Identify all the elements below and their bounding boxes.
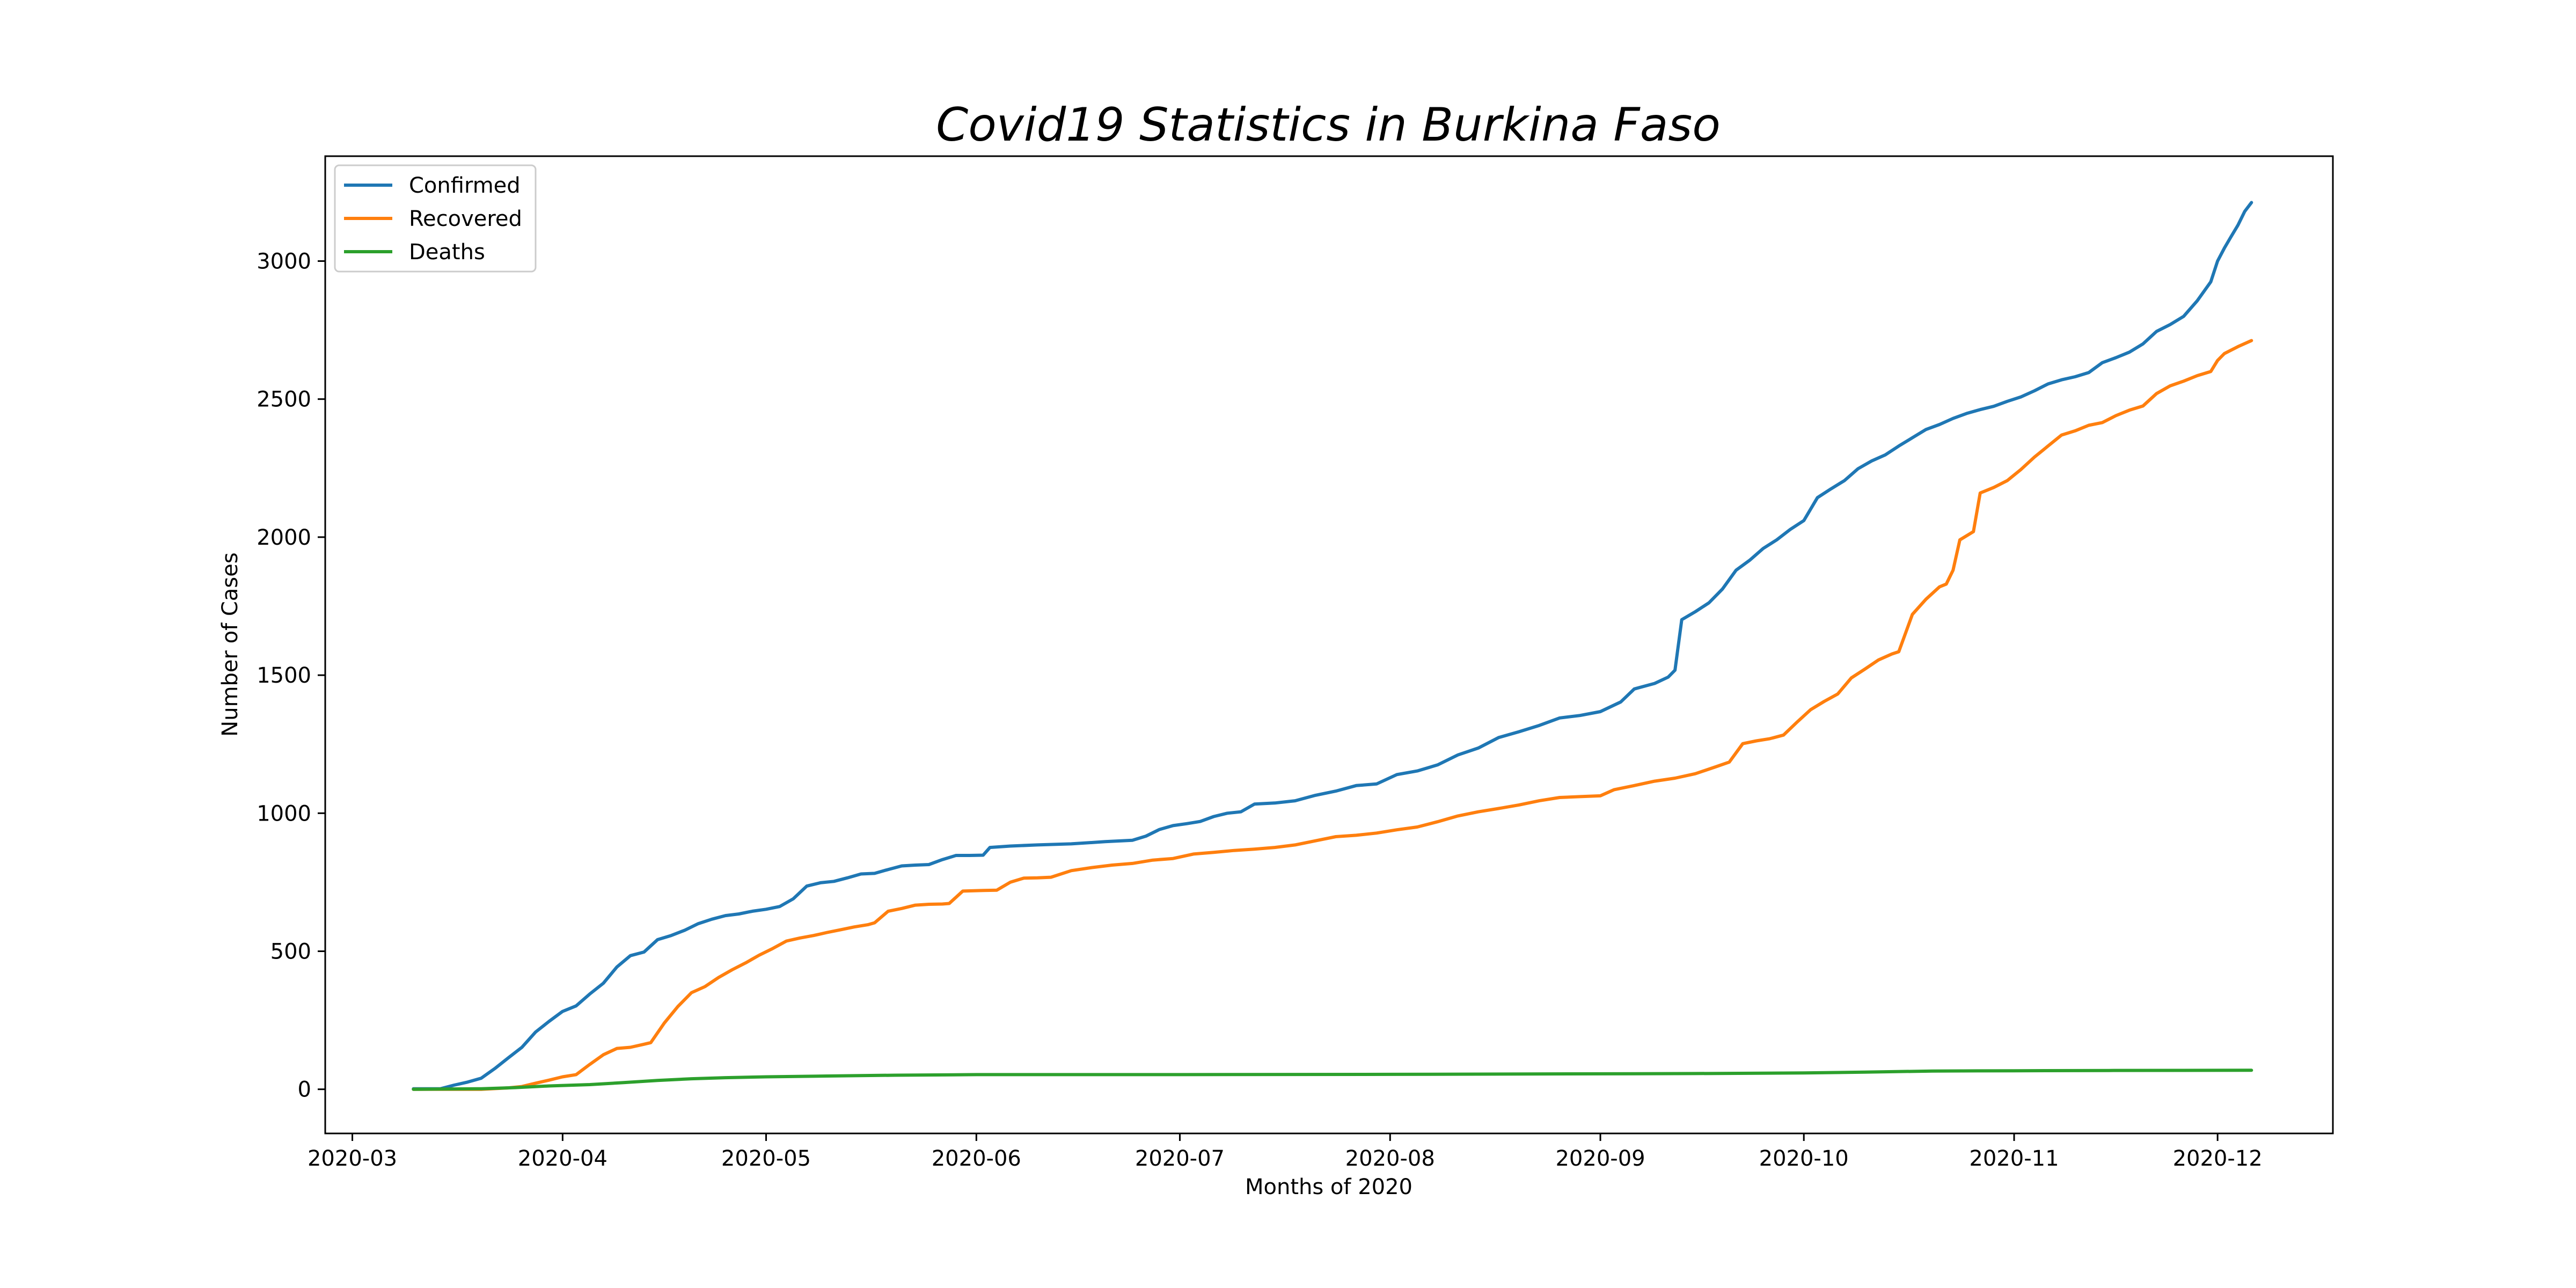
series-layer <box>412 201 2253 1091</box>
y-tick-label: 2000 <box>257 525 311 550</box>
y-axis: 0 500 1000 1500 2000 2500 3000 <box>257 249 325 1102</box>
x-tick-label: 2020-04 <box>518 1146 608 1171</box>
x-tick-label: 2020-03 <box>308 1146 397 1171</box>
y-tick-label: 2500 <box>257 387 311 412</box>
x-axis: 2020-03 2020-04 2020-05 2020-06 2020-07 2020-… <box>308 1133 2263 1171</box>
y-tick-label: 1000 <box>257 801 311 826</box>
series-line-confirmed <box>412 201 2253 1091</box>
legend-box <box>334 164 537 273</box>
x-tick-label: 2020-10 <box>1759 1146 1849 1171</box>
legend: Confirmed Recovered Deaths <box>334 164 537 273</box>
x-tick-label: 2020-05 <box>721 1146 811 1171</box>
chart-title: Covid19 Statistics in Burkina Faso <box>936 98 1721 152</box>
legend-label-deaths: Deaths <box>409 240 485 265</box>
y-tick-label: 3000 <box>257 249 311 274</box>
y-tick-label: 500 <box>270 939 311 964</box>
y-tick-label: 1500 <box>257 663 311 688</box>
x-tick-label: 2020-12 <box>2173 1146 2263 1171</box>
y-axis-label: Number of Cases <box>218 552 243 736</box>
x-tick-label: 2020-06 <box>932 1146 1021 1171</box>
x-tick-label: 2020-08 <box>1345 1146 1435 1171</box>
x-tick-label: 2020-07 <box>1135 1146 1225 1171</box>
series-line-deaths <box>412 1069 2253 1091</box>
x-axis-label: Months of 2020 <box>1245 1175 1413 1199</box>
x-tick-label: 2020-09 <box>1555 1146 1645 1171</box>
series-line-recovered <box>412 339 2253 1091</box>
legend-label-recovered: Recovered <box>409 207 522 231</box>
plot-frame <box>324 155 2334 1135</box>
x-tick-label: 2020-11 <box>1969 1146 2059 1171</box>
legend-label-confirmed: Confirmed <box>409 173 521 198</box>
y-tick-label: 0 <box>298 1078 311 1102</box>
